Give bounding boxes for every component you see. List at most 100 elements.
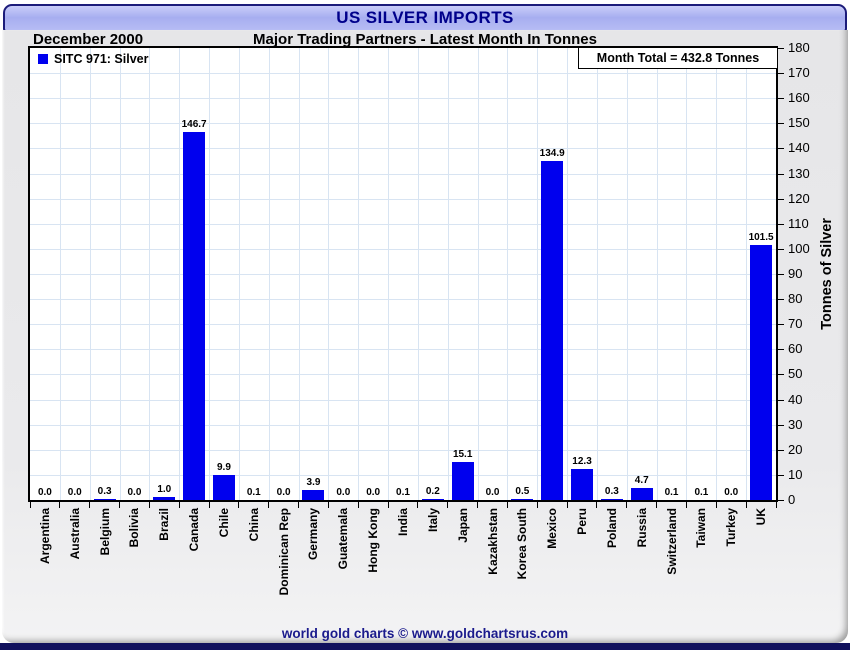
bar-value-label: 0.2 bbox=[425, 486, 440, 497]
bar-value-label: 0.1 bbox=[664, 487, 679, 498]
x-axis-label-china: China bbox=[246, 508, 261, 542]
x-axis-label-russia: Russia bbox=[634, 508, 649, 548]
x-axis-tick bbox=[59, 502, 61, 508]
legend: SITC 971: Silver bbox=[38, 52, 149, 66]
bar-value-label: 12.3 bbox=[572, 456, 592, 467]
x-axis-label-mexico: Mexico bbox=[545, 508, 560, 549]
y-axis-tick-label: 140 bbox=[788, 140, 810, 156]
page-title: US SILVER IMPORTS bbox=[336, 8, 514, 27]
bar-value-label: 0.0 bbox=[485, 487, 500, 498]
y-axis-tick bbox=[778, 173, 784, 175]
x-axis-tick bbox=[298, 502, 300, 508]
bar-value-label: 3.9 bbox=[306, 477, 321, 488]
bar-value-label: 9.9 bbox=[217, 462, 231, 473]
gridline-horizontal bbox=[30, 374, 776, 376]
bar-value-label: 0.0 bbox=[336, 487, 351, 498]
header-band: US SILVER IMPORTS bbox=[3, 4, 847, 32]
y-axis-tick bbox=[778, 274, 784, 275]
x-axis-label-belgium: Belgium bbox=[97, 508, 112, 556]
x-axis-label-turkey: Turkey bbox=[724, 508, 739, 547]
x-axis-tick bbox=[89, 502, 91, 508]
gridline-horizontal bbox=[30, 123, 776, 125]
gridline-vertical bbox=[626, 48, 628, 500]
x-axis-tick bbox=[745, 502, 747, 508]
y-axis-tick bbox=[778, 349, 784, 351]
gridline-vertical bbox=[388, 48, 390, 500]
bar-value-label: 0.1 bbox=[396, 487, 410, 498]
y-axis-tick bbox=[778, 73, 784, 75]
y-axis-tick-label: 40 bbox=[788, 391, 803, 407]
y-axis-tick bbox=[778, 148, 784, 150]
x-axis-label-hong-kong: Hong Kong bbox=[366, 508, 381, 573]
y-axis-tick-label: 110 bbox=[788, 215, 809, 231]
x-axis-label-dominican-rep: Dominican Rep bbox=[276, 508, 291, 596]
bar-value-label: 0.3 bbox=[97, 486, 112, 497]
x-axis-tick bbox=[417, 502, 419, 508]
x-axis-tick bbox=[357, 502, 359, 508]
x-axis-tick bbox=[506, 502, 508, 508]
gridline-vertical bbox=[507, 48, 509, 500]
legend-label: SITC 971: Silver bbox=[54, 52, 149, 66]
legend-swatch-icon bbox=[38, 54, 48, 64]
plot-area: 0.0 0.0 0.3 0.0 1.0 146.7 9.9 0.1 0.0 3.9 0.0 0.0 0.… bbox=[28, 46, 778, 502]
x-axis-tick bbox=[387, 502, 389, 508]
bar-brazil bbox=[153, 497, 176, 500]
x-axis-label-japan: Japan bbox=[455, 508, 470, 543]
period-label: December 2000 bbox=[33, 31, 144, 48]
y-axis-tick-label: 10 bbox=[788, 466, 803, 482]
bar-peru bbox=[571, 469, 594, 500]
y-axis-tick-label: 20 bbox=[788, 441, 803, 457]
y-axis-tick bbox=[778, 198, 784, 200]
gridline-horizontal bbox=[30, 424, 776, 426]
x-axis-tick bbox=[596, 502, 598, 508]
y-axis-tick-label: 120 bbox=[788, 190, 810, 206]
y-axis-tick bbox=[778, 248, 784, 250]
bar-russia bbox=[630, 488, 653, 500]
gridline-vertical bbox=[238, 48, 240, 500]
x-axis-tick bbox=[178, 502, 180, 508]
gridline-vertical bbox=[477, 48, 479, 500]
gridline-vertical bbox=[686, 48, 688, 500]
y-axis-tick bbox=[778, 374, 784, 376]
y-axis-tick-label: 30 bbox=[788, 416, 803, 432]
gridline-vertical bbox=[656, 48, 658, 500]
bar-value-label: 0.5 bbox=[515, 486, 530, 497]
bar-belgium bbox=[93, 499, 116, 500]
x-axis-tick bbox=[238, 502, 240, 508]
gridline-horizontal bbox=[30, 299, 776, 301]
y-axis-tick-label: 180 bbox=[788, 40, 810, 55]
y-axis-tick-label: 130 bbox=[788, 165, 810, 181]
bar-korea-south bbox=[511, 499, 534, 500]
y-axis-tick bbox=[778, 98, 784, 100]
gridline-vertical bbox=[328, 48, 330, 500]
y-axis-tick bbox=[778, 424, 784, 426]
bar-value-label: 0.1 bbox=[694, 487, 709, 498]
gridline-horizontal bbox=[30, 73, 776, 75]
gridline-vertical bbox=[119, 48, 121, 500]
y-axis-tick-label: 70 bbox=[788, 316, 803, 332]
gridline-horizontal bbox=[30, 148, 776, 150]
x-axis-tick bbox=[626, 502, 628, 508]
y-axis-tick bbox=[778, 449, 784, 451]
bar-value-label: 0.0 bbox=[366, 487, 381, 498]
x-axis-tick bbox=[566, 502, 568, 508]
bar-uk bbox=[750, 245, 773, 500]
x-axis-label-bolivia: Bolivia bbox=[127, 508, 142, 548]
x-axis-tick bbox=[685, 502, 687, 508]
y-axis-tick-label: 50 bbox=[788, 366, 803, 382]
x-axis-label-germany: Germany bbox=[306, 508, 321, 561]
bar-mexico bbox=[541, 161, 564, 500]
bar-value-label: 0.3 bbox=[604, 486, 619, 497]
x-axis-label-india: India bbox=[395, 508, 410, 537]
gridline-vertical bbox=[537, 48, 539, 500]
gridline-horizontal bbox=[30, 474, 776, 476]
y-axis-tick bbox=[778, 123, 784, 125]
gridline-vertical bbox=[447, 48, 449, 500]
x-axis-tick bbox=[148, 502, 150, 508]
gridline-vertical bbox=[209, 48, 211, 500]
x-axis-label-chile: Chile bbox=[216, 508, 231, 538]
gridline-vertical bbox=[716, 48, 718, 500]
y-axis-title: Tonnes of Silver bbox=[819, 218, 835, 330]
y-axis-tick bbox=[778, 324, 784, 326]
x-axis-label-argentina: Argentina bbox=[37, 508, 52, 565]
